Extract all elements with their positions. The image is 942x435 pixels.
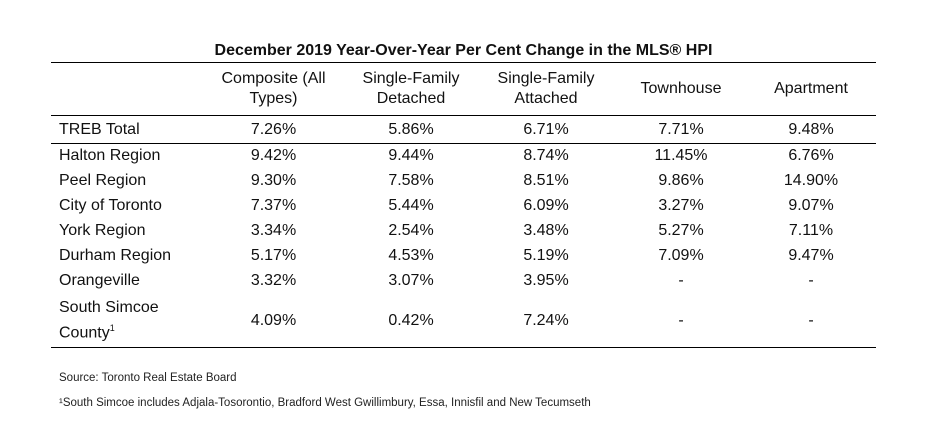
header-sf-detached: Single-Family Detached [346, 62, 476, 116]
row-label: Peel Region [59, 172, 147, 189]
table-row: Durham Region 5.17% 4.53% 5.19% 7.09% 9.… [51, 244, 876, 269]
cell-sf-detached: 5.44% [388, 197, 434, 214]
row-label-text: South Simcoe County [59, 299, 159, 342]
cell-sf-detached: 7.58% [388, 172, 434, 189]
footnote-marker: 1 [109, 323, 115, 333]
cell-sf-attached: 8.51% [523, 172, 569, 189]
cell-composite: 5.17% [250, 247, 297, 264]
cell-apartment: 9.48% [746, 115, 876, 144]
cell-sf-detached: 3.07% [388, 272, 434, 289]
header-row: Composite (All Types) Single-Family Deta… [51, 62, 876, 116]
cell-composite: 4.09% [201, 294, 346, 349]
row-label: South Simcoe County1 [51, 294, 201, 349]
cell-composite: 3.34% [250, 222, 297, 239]
cell-sf-attached: 6.71% [476, 115, 616, 144]
row-label: Orangeville [59, 272, 140, 289]
header-composite: Composite (All Types) [201, 62, 346, 116]
cell-apartment: - [808, 272, 814, 289]
cell-townhouse: 9.86% [658, 172, 704, 189]
row-label: City of Toronto [59, 197, 162, 214]
cell-composite: 7.37% [250, 197, 297, 214]
cell-composite: 7.26% [201, 115, 346, 144]
cell-sf-detached: 9.44% [388, 147, 434, 164]
cell-sf-attached: 3.48% [523, 222, 569, 239]
cell-apartment: 14.90% [783, 172, 839, 189]
cell-townhouse: 11.45% [654, 147, 708, 164]
table-row: Peel Region 9.30% 7.58% 8.51% 9.86% 14.9… [51, 169, 876, 194]
row-label: York Region [59, 222, 146, 239]
cell-townhouse: - [678, 272, 684, 289]
cell-sf-detached: 5.86% [346, 115, 476, 144]
hpi-table: Composite (All Types) Single-Family Deta… [51, 62, 876, 349]
table-row: Orangeville 3.32% 3.07% 3.95% - - [51, 269, 876, 294]
cell-sf-attached: 3.95% [523, 272, 569, 289]
cell-composite: 9.30% [250, 172, 297, 189]
cell-sf-detached: 2.54% [388, 222, 434, 239]
cell-townhouse: 5.27% [658, 222, 704, 239]
table-row: Halton Region 9.42% 9.44% 8.74% 11.45% 6… [51, 144, 876, 170]
table-row: City of Toronto 7.37% 5.44% 6.09% 3.27% … [51, 194, 876, 219]
row-label: TREB Total [51, 115, 201, 144]
cell-apartment: 9.47% [788, 247, 834, 264]
cell-sf-detached: 4.53% [388, 247, 434, 264]
header-sf-attached: Single-Family Attached [476, 62, 616, 116]
source-note: Source: Toronto Real Estate Board [59, 372, 237, 384]
cell-sf-detached: 0.42% [346, 294, 476, 349]
cell-sf-attached: 7.24% [476, 294, 616, 349]
table-row: South Simcoe County1 4.09% 0.42% 7.24% -… [51, 294, 876, 349]
cell-townhouse: 7.71% [616, 115, 746, 144]
cell-sf-attached: 5.19% [523, 247, 569, 264]
cell-apartment: - [746, 294, 876, 349]
cell-apartment: 6.76% [788, 147, 834, 164]
footnote-text: ¹South Simcoe includes Adjala-Tosorontio… [59, 397, 591, 409]
cell-sf-attached: 8.74% [523, 147, 569, 164]
hpi-table-container: December 2019 Year-Over-Year Per Cent Ch… [51, 40, 876, 349]
cell-composite: 3.32% [250, 272, 297, 289]
cell-townhouse: - [616, 294, 746, 349]
row-label: Durham Region [59, 247, 172, 264]
header-region [51, 62, 201, 116]
header-townhouse: Townhouse [616, 62, 746, 116]
cell-sf-attached: 6.09% [523, 197, 569, 214]
cell-townhouse: 7.09% [658, 247, 704, 264]
table-row: York Region 3.34% 2.54% 3.48% 5.27% 7.11… [51, 219, 876, 244]
header-apartment: Apartment [746, 62, 876, 116]
cell-townhouse: 3.27% [658, 197, 704, 214]
table-row-treb-total: TREB Total 7.26% 5.86% 6.71% 7.71% 9.48% [51, 115, 876, 144]
cell-apartment: 9.07% [788, 197, 834, 214]
cell-apartment: 7.11% [788, 222, 834, 239]
cell-composite: 9.42% [250, 147, 297, 164]
row-label: Halton Region [59, 147, 161, 164]
table-title: December 2019 Year-Over-Year Per Cent Ch… [214, 42, 713, 59]
